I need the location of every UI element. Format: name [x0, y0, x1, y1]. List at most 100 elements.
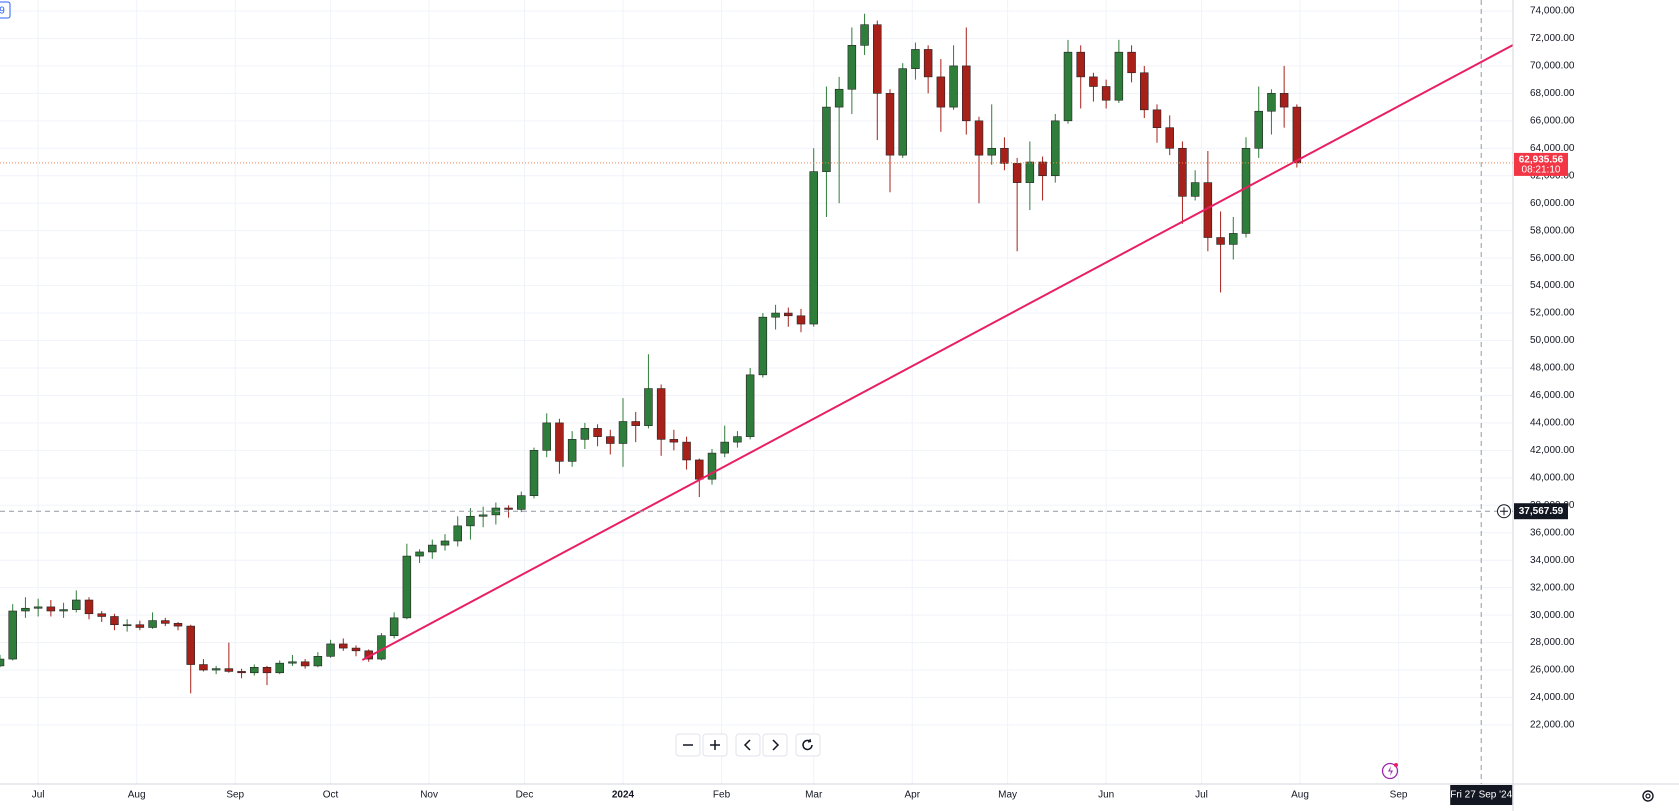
- y-tick-label: 56,000.00: [1530, 253, 1575, 264]
- candle-body: [161, 620, 170, 624]
- candle-body: [923, 49, 933, 78]
- reset-button[interactable]: [795, 733, 821, 757]
- scroll-right-button[interactable]: [762, 733, 788, 757]
- add-alert-button[interactable]: [1497, 504, 1511, 519]
- candle-body: [1190, 182, 1200, 197]
- last-price-label: 62,935.56: [1519, 155, 1564, 166]
- candle-body: [1241, 147, 1251, 234]
- candle-body: [1051, 120, 1060, 177]
- y-tick-label: 52,000.00: [1530, 308, 1575, 319]
- candle-body: [1012, 163, 1022, 183]
- candle-body: [796, 315, 806, 325]
- zoom-out-button[interactable]: [675, 733, 701, 757]
- candle-body: [1076, 51, 1085, 78]
- scroll-left-button[interactable]: [735, 733, 761, 757]
- candle-body: [478, 514, 488, 517]
- x-tick-label: Jul: [1195, 790, 1208, 801]
- x-tick-label: Dec: [516, 790, 534, 801]
- y-tick-label: 54,000.00: [1530, 280, 1575, 291]
- candle-body: [987, 147, 996, 156]
- candle-body: [1254, 110, 1263, 149]
- x-tick-label: May: [998, 790, 1017, 801]
- candle-body: [682, 441, 691, 461]
- candle-body: [593, 428, 602, 437]
- candle-body: [898, 68, 907, 156]
- candle-body: [758, 316, 768, 376]
- candle-body: [834, 88, 844, 108]
- y-tick-label: 22,000.00: [1530, 720, 1575, 731]
- y-tick-label: 40,000.00: [1530, 472, 1575, 483]
- x-tick-label: Jul: [32, 790, 45, 801]
- zoom-toolbar: [675, 733, 821, 757]
- candle-body: [1216, 237, 1225, 245]
- y-tick-label: 28,000.00: [1530, 637, 1575, 648]
- candle-body: [1127, 51, 1136, 74]
- candle-body: [21, 607, 30, 612]
- x-tick-label: Feb: [713, 790, 731, 801]
- candle-body: [186, 625, 195, 665]
- candle-body: [440, 540, 450, 546]
- candle-body: [542, 422, 551, 451]
- y-tick-label: 44,000.00: [1530, 418, 1575, 429]
- candle-body: [351, 647, 361, 652]
- badge: 9: [0, 6, 5, 17]
- candle-body: [669, 439, 679, 443]
- candle-body: [313, 656, 323, 667]
- candle-body: [59, 609, 68, 612]
- y-tick-label: 74,000.00: [1530, 6, 1575, 17]
- candle-body: [1178, 147, 1187, 197]
- candle-body: [1038, 161, 1047, 177]
- candle-body: [1114, 51, 1124, 101]
- candle-body: [300, 661, 310, 667]
- candle-body: [962, 65, 971, 122]
- zoom-in-button[interactable]: [702, 733, 728, 757]
- x-tick-label: Oct: [323, 790, 339, 801]
- plot: [0, 13, 1514, 694]
- candle-body: [1267, 93, 1276, 112]
- candle-body: [402, 555, 412, 619]
- crosshair-date-label: Fri 27 Sep '24: [1450, 790, 1512, 801]
- countdown: 08:21:10: [1522, 165, 1561, 176]
- y-tick-label: 34,000.00: [1530, 555, 1575, 566]
- x-tick-label: Aug: [128, 790, 146, 801]
- overlay: 22,000.00 24,000.00 26,000.00 28,000.00 30,0…: [0, 0, 1575, 805]
- candle-body: [453, 525, 462, 542]
- candle-body: [1063, 51, 1073, 122]
- y-tick-label: 46,000.00: [1530, 390, 1575, 401]
- candle-body: [122, 624, 132, 627]
- candle-body: [974, 120, 984, 156]
- x-tick-label: Sep: [226, 790, 244, 801]
- y-tick-label: 32,000.00: [1530, 582, 1575, 593]
- candle-body: [949, 65, 958, 108]
- y-tick-label: 66,000.00: [1530, 115, 1575, 126]
- candle-body: [936, 76, 946, 108]
- last-price-tag: [1514, 152, 1568, 176]
- x-tick-label: Nov: [420, 790, 438, 801]
- candle-body: [1279, 93, 1289, 108]
- candle-body: [644, 388, 653, 426]
- candle-body: [8, 610, 17, 660]
- candle-body: [72, 599, 81, 610]
- candle-body: [173, 623, 183, 627]
- candle-body: [84, 599, 94, 615]
- x-tick-label: 2024: [612, 790, 635, 801]
- candle-body: [148, 620, 157, 628]
- candle-body: [199, 664, 208, 671]
- settings-button[interactable]: [1642, 790, 1654, 802]
- candle-body: [911, 49, 920, 69]
- crosshair-date-tag: [1450, 785, 1513, 805]
- candle-body: [275, 662, 284, 674]
- x-tick-label: Mar: [805, 790, 823, 801]
- candle-body: [211, 668, 221, 671]
- y-tick-label: 36,000.00: [1530, 527, 1575, 538]
- candle-body: [504, 507, 513, 510]
- candle-body: [1152, 109, 1162, 128]
- candle-body: [415, 551, 424, 557]
- y-tick-label: 70,000.00: [1530, 61, 1575, 72]
- candle-body: [860, 24, 869, 46]
- candle-body: [1140, 72, 1149, 111]
- candle-body: [46, 606, 56, 612]
- alert-icon[interactable]: [1381, 762, 1399, 780]
- candle-body: [1089, 76, 1098, 87]
- candle-body: [822, 106, 831, 172]
